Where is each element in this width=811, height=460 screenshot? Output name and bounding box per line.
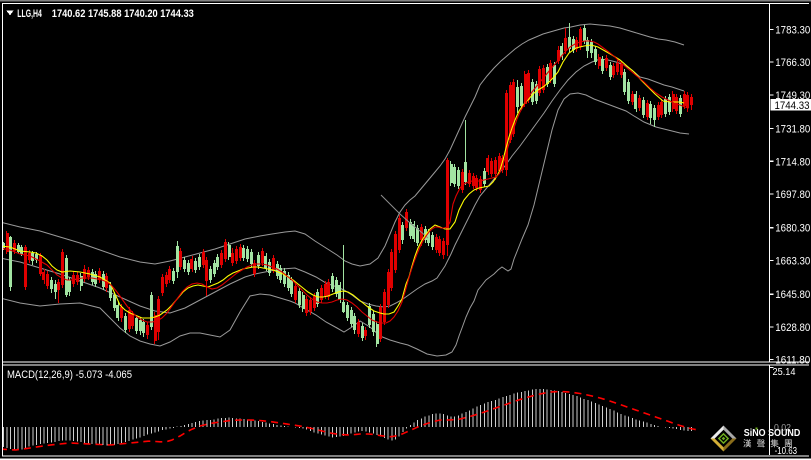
svg-text:1749.30: 1749.30 (775, 90, 810, 102)
svg-text:1680.30: 1680.30 (775, 223, 810, 235)
svg-text:1731.80: 1731.80 (775, 124, 810, 136)
svg-text:1740.62 1745.88 1740.20 1744.3: 1740.62 1745.88 1740.20 1744.33 (52, 8, 194, 20)
svg-text:1744.33: 1744.33 (775, 100, 810, 112)
svg-text:1628.80: 1628.80 (775, 322, 810, 334)
svg-text:1611.80: 1611.80 (775, 355, 810, 367)
svg-text:1766.30: 1766.30 (775, 57, 810, 69)
svg-text:1645.80: 1645.80 (775, 289, 810, 301)
svg-text:25.14: 25.14 (773, 367, 796, 378)
svg-text:0.02: 0.02 (774, 423, 791, 434)
svg-text:-10.63: -10.63 (775, 446, 798, 457)
svg-text:1783.30: 1783.30 (775, 24, 810, 36)
svg-text:LLG,H4: LLG,H4 (17, 8, 42, 20)
svg-text:1697.80: 1697.80 (775, 189, 810, 201)
svg-text:漢聲集團: 漢聲集團 (743, 439, 798, 449)
svg-text:1714.80: 1714.80 (775, 156, 810, 168)
svg-text:MACD(12,26,9) -5.073 -4.065: MACD(12,26,9) -5.073 -4.065 (7, 369, 132, 381)
svg-text:1663.30: 1663.30 (775, 256, 810, 268)
svg-text:SiNO SOUND: SiNO SOUND (744, 427, 801, 439)
